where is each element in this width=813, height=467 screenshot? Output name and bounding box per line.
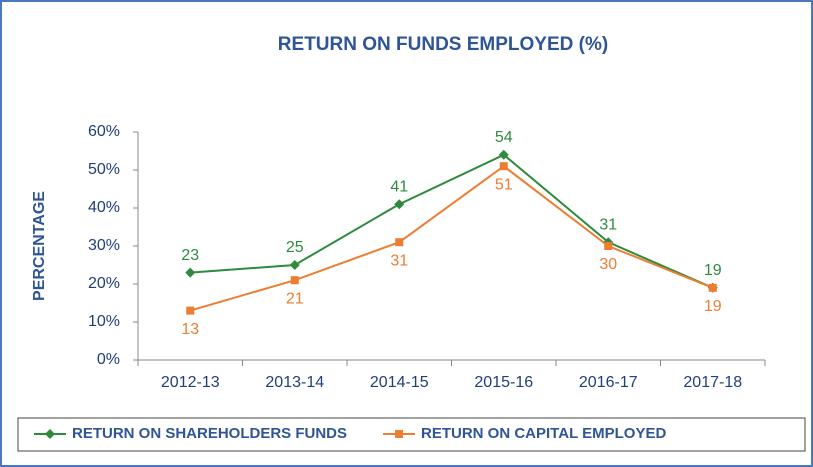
x-tick-label: 2012-13 xyxy=(161,374,220,391)
data-label: 13 xyxy=(181,321,199,338)
data-label: 41 xyxy=(390,178,408,195)
y-tick-label: 20% xyxy=(88,275,120,292)
marker xyxy=(498,149,509,160)
data-label: 23 xyxy=(181,247,199,264)
x-tick-label: 2015-16 xyxy=(474,374,533,391)
series-line xyxy=(189,164,714,312)
marker xyxy=(289,260,300,270)
marker xyxy=(186,306,195,315)
data-label: 30 xyxy=(599,256,617,273)
data-label: 31 xyxy=(390,252,408,269)
marker xyxy=(395,238,404,247)
legend-label: RETURN ON CAPITAL EMPLOYED xyxy=(421,425,666,442)
marker xyxy=(185,267,196,278)
marker xyxy=(708,283,717,292)
series-line xyxy=(190,153,714,289)
marker xyxy=(45,429,55,439)
y-tick-label: 10% xyxy=(88,313,120,330)
legend-label: RETURN ON SHAREHOLDERS FUNDS xyxy=(72,425,347,442)
data-label: 19 xyxy=(704,298,722,315)
marker xyxy=(499,162,508,171)
y-tick-label: 30% xyxy=(88,237,120,254)
x-tick-label: 2017-18 xyxy=(683,374,742,391)
data-label: 31 xyxy=(599,216,617,233)
marker xyxy=(394,199,405,210)
x-tick-label: 2014-15 xyxy=(370,374,429,391)
x-tick-label: 2016-17 xyxy=(579,374,638,391)
chart-title: RETURN ON FUNDS EMPLOYED (%) xyxy=(278,34,608,55)
marker xyxy=(395,430,404,438)
y-tick-label: 60% xyxy=(88,123,120,140)
x-tick-label: 2013-14 xyxy=(265,374,324,391)
data-label: 54 xyxy=(495,129,513,146)
data-label: 21 xyxy=(286,290,304,307)
y-axis-label: PERCENTAGE xyxy=(31,191,48,301)
y-tick-label: 40% xyxy=(88,199,120,216)
data-label: 51 xyxy=(495,176,513,193)
y-tick-label: 50% xyxy=(88,161,120,178)
y-tick-label: 0% xyxy=(97,351,120,368)
marker xyxy=(290,276,299,285)
data-label: 25 xyxy=(286,239,304,256)
data-label: 19 xyxy=(704,262,722,279)
marker xyxy=(604,242,613,250)
